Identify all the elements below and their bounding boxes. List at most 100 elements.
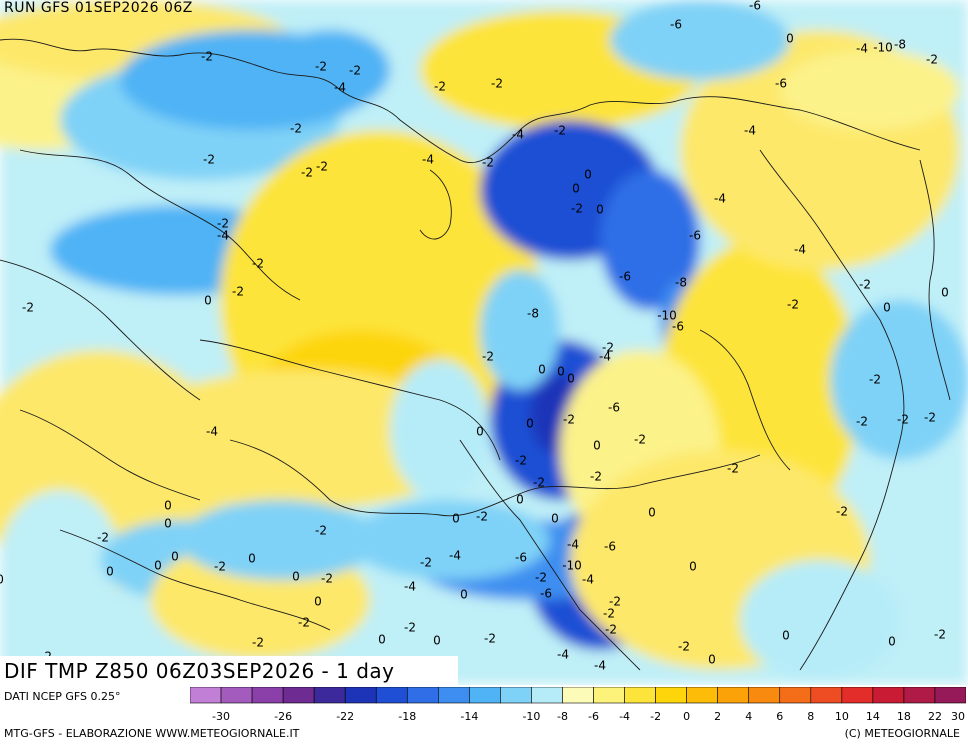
contour-label: 0 — [164, 499, 172, 513]
legend-swatch — [593, 687, 625, 704]
contour-value-labels: -2-2 -2-4-2-2-2-2 -2-2-4-20-2-2-2 -4 -2-4 -20… — [0, 0, 949, 673]
coastline-north — [0, 38, 921, 164]
contour-label: -2 — [434, 80, 446, 94]
contour-label: -4 — [404, 580, 416, 594]
contour-label: -4 — [744, 124, 756, 138]
legend-tick-label: -6 — [588, 710, 599, 723]
contour-label: -4 — [449, 549, 461, 563]
contour-label: -8 — [675, 276, 687, 290]
contour-label: 0 — [526, 417, 534, 431]
contour-label: -2 — [491, 77, 503, 91]
legend-tick-label: 2 — [714, 710, 721, 723]
contour-label: 0 — [0, 573, 4, 587]
contour-label: -4 — [599, 350, 611, 364]
contour-label: -2 — [298, 616, 310, 630]
contour-label: -2 — [482, 156, 494, 170]
contour-label: -2 — [856, 415, 868, 429]
country-border-1 — [19, 149, 301, 301]
legend-tick-label: 30 — [951, 710, 965, 723]
country-border-3 — [229, 439, 761, 517]
contour-label: 0 — [106, 565, 114, 579]
contour-label: 0 — [708, 653, 716, 667]
contour-label: -4 — [582, 573, 594, 587]
contour-label: 0 — [689, 560, 697, 574]
contour-label: -2 — [203, 153, 215, 167]
contour-label: -2 — [571, 202, 583, 216]
contour-label: -2 — [476, 510, 488, 524]
contour-label: -2 — [602, 341, 614, 355]
contour-label: 0 — [171, 550, 179, 564]
country-border-7 — [459, 439, 641, 671]
contour-label: 0 — [460, 588, 468, 602]
legend-tick-label: 18 — [897, 710, 911, 723]
anomaly-field — [0, 0, 968, 685]
contour-label: -2 — [897, 413, 909, 427]
legend-swatch — [406, 687, 439, 704]
contour-label: -2 — [316, 160, 328, 174]
legend-swatch — [624, 687, 656, 704]
contour-label: -2 — [678, 640, 690, 654]
contour-label: -6 — [670, 18, 682, 32]
contour-label: 0 — [593, 439, 601, 453]
legend-tick-label: 4 — [745, 710, 752, 723]
contour-label: -4 — [567, 538, 579, 552]
legend-swatch — [220, 687, 253, 704]
contour-label: -6 — [604, 540, 616, 554]
legend-swatch — [872, 687, 905, 704]
country-border-2 — [199, 339, 501, 461]
legend-swatch — [251, 687, 284, 704]
contour-label: -4 — [557, 648, 569, 662]
color-scale-legend: -30 -26 -22 -18 -14 -10 -8 -6 -4 -2 0 2 4 6 8 10 14 18 22 3… — [190, 687, 966, 723]
legend-tick-label: -2 — [650, 710, 661, 723]
legend-swatch — [748, 687, 781, 704]
contour-label: -2 — [934, 628, 946, 642]
data-source-label: DATI NCEP GFS 0.25° — [4, 690, 121, 703]
contour-label: 0 — [378, 633, 386, 647]
legend-tick-label: 6 — [776, 710, 783, 723]
contour-label: -4 — [217, 229, 229, 243]
legend-swatch — [686, 687, 718, 704]
field-blob-17 — [350, 500, 550, 580]
legend-swatch — [438, 687, 470, 704]
contour-label: -2 — [232, 285, 244, 299]
contour-label: -6 — [672, 320, 684, 334]
contour-label: -2 — [404, 621, 416, 635]
contour-label: 0 — [572, 182, 580, 196]
legend-swatch — [903, 687, 936, 704]
contour-label: -2 — [290, 122, 302, 136]
field-blob-31 — [180, 500, 380, 580]
legend-tick-label: -4 — [619, 710, 630, 723]
contour-label: 0 — [538, 363, 546, 377]
field-blob-11 — [600, 170, 700, 310]
contour-label: -2 — [533, 476, 545, 490]
legend-tick-label: 0 — [683, 710, 690, 723]
field-blob-32 — [740, 560, 900, 680]
contour-label: -2 — [727, 462, 739, 476]
legend-tick-label: -30 — [212, 710, 230, 723]
contour-label: 0 — [516, 493, 524, 507]
contour-label: -4 — [422, 153, 434, 167]
contour-label: -4 — [334, 81, 346, 95]
legend-swatch — [313, 687, 346, 704]
contour-label: 0 — [786, 32, 794, 46]
legend-swatch — [469, 687, 501, 704]
peninsula-border — [419, 169, 452, 240]
field-blob-25 — [0, 490, 120, 630]
contour-label: -10 — [657, 309, 677, 323]
contour-label: -4 — [512, 128, 524, 142]
contour-label: 0 — [584, 168, 592, 182]
contour-label: -2 — [484, 632, 496, 646]
copyright-label: (C) METEOGIORNALE — [844, 727, 960, 740]
contour-label: -4 — [794, 243, 806, 257]
contour-label: 0 — [567, 372, 575, 386]
contour-label: -10 — [562, 559, 582, 573]
legend-tick-label: -8 — [557, 710, 568, 723]
contour-label: 0 — [551, 512, 559, 526]
field-blob-20 — [780, 50, 960, 130]
field-blob-30 — [480, 270, 560, 390]
contour-label: -2 — [535, 571, 547, 585]
contour-label: -2 — [321, 572, 333, 586]
legend-tick-label: -14 — [460, 710, 478, 723]
contour-label: -4 — [714, 192, 726, 206]
contour-label: -2 — [515, 454, 527, 468]
